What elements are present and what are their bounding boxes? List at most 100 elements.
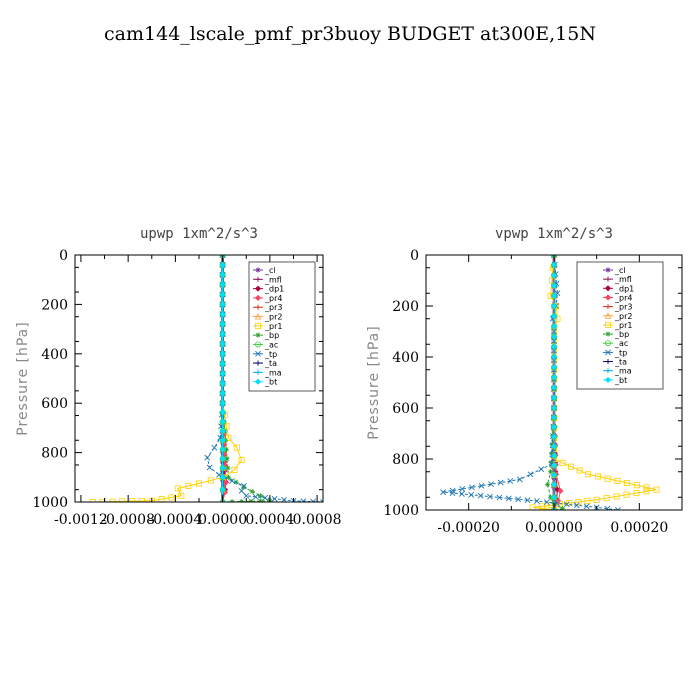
- data-point: [547, 494, 554, 500]
- data-point: [550, 333, 558, 340]
- legend-marker: [255, 332, 261, 338]
- legend-marker: [254, 322, 261, 329]
- legend-marker: [605, 340, 612, 347]
- data-point: [604, 505, 611, 510]
- x-tick-label: -0.0012: [54, 512, 108, 528]
- data-point: [219, 331, 226, 338]
- figure-title: cam144_lscale_pmf_pr3buoy BUDGET at300E,…: [104, 23, 596, 45]
- data-point: [458, 491, 465, 497]
- data-point: [643, 488, 650, 495]
- panel-title: upwp 1xm^2/s^3: [140, 226, 258, 242]
- data-point: [515, 496, 522, 503]
- legend-marker: [604, 285, 612, 292]
- data-point: [529, 504, 536, 510]
- data-point: [238, 457, 245, 464]
- legend-label: _bt: [614, 376, 627, 385]
- data-point: [477, 492, 484, 499]
- data-point: [178, 492, 185, 499]
- series-bt: [219, 255, 226, 502]
- data-point: [223, 479, 230, 486]
- data-point: [550, 443, 558, 450]
- data-point: [219, 271, 226, 278]
- data-point: [633, 489, 640, 496]
- legend-marker: [255, 267, 261, 273]
- legend-label: _pr2: [264, 313, 282, 322]
- legend: _cl_mfl_dp1_pr4_pr3_pr2_pr1_bp_ac_tp_ta_…: [248, 261, 316, 392]
- series-bt: [550, 255, 558, 510]
- legend-label: _pr3: [614, 303, 632, 312]
- legend-marker: [604, 376, 612, 383]
- data-point: [550, 433, 558, 440]
- data-point: [219, 486, 226, 493]
- data-point: [219, 427, 226, 435]
- x-tick-label: 0.0000: [198, 512, 247, 528]
- legend-label: _pr2: [614, 312, 632, 321]
- legend-marker: [605, 321, 612, 328]
- x-tick-label: 0.0008: [293, 512, 342, 528]
- data-point: [219, 281, 226, 288]
- data-point: [563, 501, 570, 508]
- data-point: [550, 414, 558, 421]
- legend-label: _bt: [264, 378, 277, 387]
- data-point: [538, 466, 545, 473]
- upwp-panel: upwp 1xm^2/s^3 Pressure [hPa] 0 200 400 600 80…: [15, 226, 342, 528]
- data-point: [219, 370, 226, 377]
- legend-marker: [255, 304, 261, 310]
- legend-label: _ta: [614, 358, 627, 367]
- legend-marker: [604, 294, 612, 301]
- data-point: [550, 471, 558, 478]
- data-point: [219, 455, 226, 462]
- data-point: [487, 493, 493, 500]
- series-line-pr1: [92, 255, 243, 502]
- legend-label: _ma: [264, 368, 282, 377]
- data-point: [204, 454, 211, 461]
- data-point: [516, 476, 523, 483]
- legend-label: _pr3: [264, 303, 282, 312]
- data-point: [219, 474, 226, 481]
- data-point: [468, 484, 475, 491]
- y-tick-label: 200: [41, 297, 68, 313]
- data-point: [550, 374, 558, 381]
- y-axis-label: Pressure [hPa]: [15, 321, 31, 435]
- data-point: [219, 418, 226, 425]
- data-point: [566, 500, 573, 507]
- data-point: [219, 301, 226, 308]
- data-point: [138, 497, 145, 502]
- data-point: [225, 474, 232, 480]
- legend-label: _bp: [264, 331, 279, 340]
- y-tick-label: 200: [392, 299, 419, 315]
- x-tick-label: -0.00020: [437, 520, 500, 536]
- data-point: [557, 487, 564, 494]
- data-point: [575, 498, 582, 505]
- y-axis-label: Pressure [hPa]: [366, 325, 382, 439]
- data-point: [550, 494, 558, 501]
- data-point: [614, 477, 621, 484]
- data-point: [488, 481, 494, 488]
- legend-label: _tp: [614, 348, 627, 357]
- data-point: [527, 471, 534, 478]
- data-point: [459, 486, 466, 492]
- data-point: [553, 500, 560, 507]
- data-point: [195, 480, 202, 487]
- legend: _cl_mfl_dp1_pr4_pr3_pr2_pr1_bp_ac_tp_ta_…: [576, 261, 664, 390]
- data-point: [524, 497, 531, 504]
- y-tick-label: 0: [410, 248, 419, 264]
- legend-label: _dp1: [264, 285, 284, 294]
- data-point: [219, 261, 226, 268]
- legend-label: _cl: [614, 266, 626, 275]
- legend-marker: [255, 276, 261, 282]
- data-point: [568, 463, 575, 470]
- legend-label: _ac: [264, 340, 278, 349]
- data-point: [593, 496, 600, 503]
- data-point: [624, 480, 631, 487]
- data-point: [206, 464, 213, 471]
- panel-title: vpwp 1xm^2/s^3: [495, 226, 613, 242]
- y-tick-label: 800: [41, 446, 68, 462]
- legend-label: _pr4: [264, 294, 282, 303]
- data-point: [271, 495, 278, 502]
- y-tick-label: 800: [392, 452, 419, 468]
- data-point: [550, 343, 558, 350]
- data-point: [129, 498, 136, 502]
- data-point: [550, 282, 558, 289]
- data-point: [229, 478, 235, 484]
